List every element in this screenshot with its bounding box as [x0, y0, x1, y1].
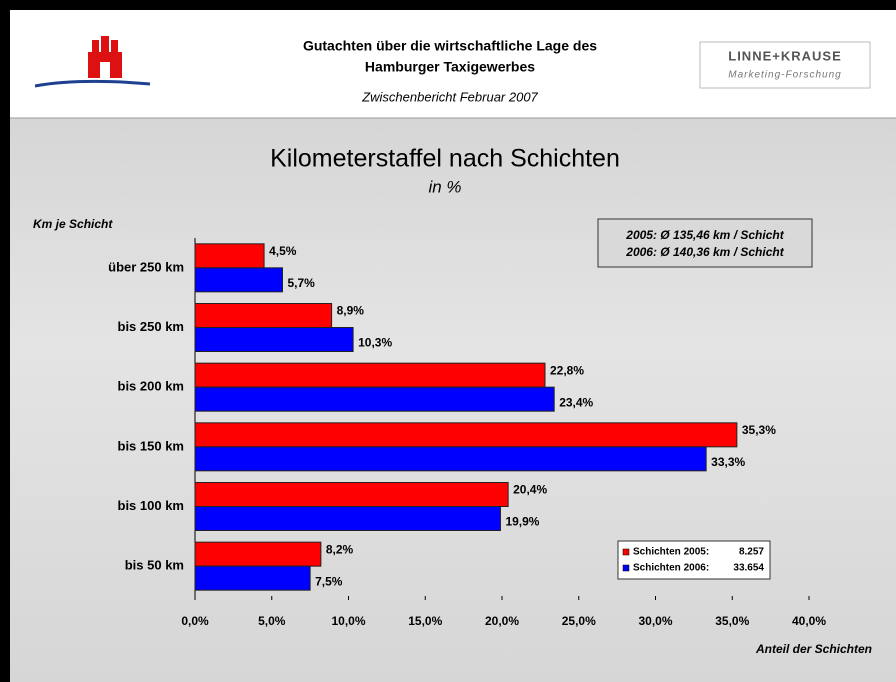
city-logo — [34, 36, 151, 88]
value-label: 8,2% — [326, 542, 354, 556]
legend-count: 8.257 — [739, 547, 764, 558]
value-label: 10,3% — [358, 336, 392, 350]
logo-box — [699, 41, 871, 89]
x-tick-label: 15,0% — [408, 614, 442, 628]
header-title: Hamburger Taxigewerbes — [365, 59, 535, 75]
x-tick-label: 30,0% — [638, 614, 672, 628]
legend-swatch — [622, 564, 630, 572]
x-tick-label: 10,0% — [331, 614, 365, 628]
value-label: 5,7% — [287, 276, 315, 290]
header-title: Gutachten über die wirtschaftliche Lage … — [303, 38, 597, 54]
bar — [194, 482, 509, 507]
chart-subtitle: in % — [428, 177, 461, 196]
value-label: 20,4% — [513, 483, 547, 497]
x-tick-label: 35,0% — [715, 614, 749, 628]
x-tick-label: 40,0% — [792, 614, 826, 628]
value-label: 4,5% — [269, 244, 297, 258]
value-label: 22,8% — [550, 363, 584, 377]
bar — [194, 243, 265, 269]
bar — [194, 446, 707, 472]
y-tick-label: bis 50 km — [125, 558, 184, 573]
value-label: 19,9% — [505, 515, 539, 529]
x-axis-label: Anteil der Schichten — [755, 642, 872, 656]
legend-label: Schichten 2005: — [633, 547, 709, 558]
legend-swatch — [622, 548, 630, 556]
y-tick-label: bis 100 km — [118, 498, 185, 513]
value-label: 7,5% — [315, 574, 343, 588]
logo-name: LINNE+KRAUSE — [728, 48, 842, 63]
legend-label: Schichten 2006: — [633, 563, 709, 574]
annotation: 2006: Ø 140,36 km / Schicht — [625, 245, 784, 259]
y-tick-label: bis 250 km — [118, 319, 185, 334]
y-tick-label: über 250 km — [108, 259, 184, 274]
bar — [194, 362, 546, 388]
value-label: 33,3% — [711, 455, 745, 469]
logo-tagline: Marketing-Forschung — [728, 70, 841, 81]
y-axis-label: Km je Schicht — [33, 217, 113, 231]
legend-box — [617, 540, 771, 580]
annotation: 2005: Ø 135,46 km / Schicht — [625, 228, 784, 242]
annotation-box — [597, 218, 813, 268]
x-tick-label: 0,0% — [181, 614, 209, 628]
value-label: 23,4% — [559, 395, 593, 409]
header-subtitle: Zwischenbericht Februar 2007 — [361, 89, 538, 104]
y-tick-label: bis 200 km — [118, 379, 185, 394]
bar — [194, 267, 283, 293]
value-label: 35,3% — [742, 423, 776, 437]
x-tick-label: 25,0% — [562, 614, 596, 628]
chart-title: Kilometerstaffel nach Schichten — [270, 145, 620, 173]
bar — [194, 565, 311, 591]
bar — [194, 541, 322, 567]
x-tick-label: 20,0% — [485, 614, 519, 628]
x-tick-label: 5,0% — [258, 614, 286, 628]
bar — [194, 386, 555, 412]
bar — [194, 303, 333, 328]
y-tick-label: bis 150 km — [118, 438, 185, 453]
value-label: 8,9% — [337, 304, 365, 318]
bar — [194, 422, 738, 448]
bar — [194, 506, 501, 531]
bar — [194, 327, 354, 352]
legend-count: 33.654 — [733, 563, 764, 574]
